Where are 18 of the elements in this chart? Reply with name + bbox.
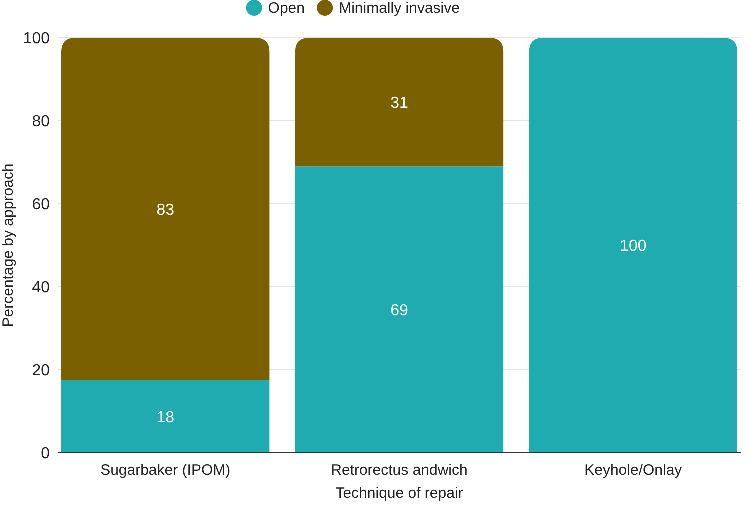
y-axis-title: Percentage by approach — [0, 164, 17, 328]
data-label: 69 — [390, 302, 408, 320]
data-label: 83 — [156, 202, 175, 219]
x-tick-label: Retrorectus andwich — [331, 462, 468, 479]
data-label: 31 — [390, 94, 408, 112]
y-tick-label: 0 — [41, 446, 50, 463]
y-tick-label: 60 — [32, 196, 50, 214]
x-axis-title: Technique of repair — [336, 485, 464, 502]
y-tick-label: 20 — [32, 362, 50, 380]
legend-label: Open — [268, 0, 306, 17]
data-label: 18 — [156, 409, 175, 426]
data-label: 100 — [620, 238, 647, 256]
y-tick-label: 40 — [32, 280, 50, 297]
y-tick-label: 80 — [32, 114, 50, 131]
y-tick-label: 100 — [23, 30, 50, 48]
legend-label: Minimally invasive — [339, 0, 460, 17]
x-tick-label: Sugarbaker (IPOM) — [100, 462, 231, 479]
x-tick-label: Keyhole/Onlay — [584, 462, 683, 479]
